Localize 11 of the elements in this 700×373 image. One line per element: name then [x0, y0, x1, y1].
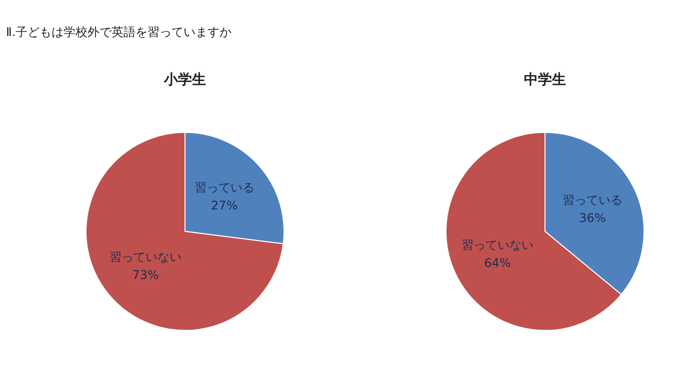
data-label: 73% — [132, 268, 159, 282]
text: Ⅱ.子どもは学校外で英語を習っていますか — [6, 24, 232, 41]
data-label: 27% — [211, 198, 238, 213]
data-label: 64% — [484, 256, 511, 270]
chart-title: 小学生 — [163, 72, 206, 88]
slice-label: 習っていない — [110, 250, 182, 264]
slice-label: 習っている — [194, 180, 254, 195]
data-label: 36% — [579, 211, 606, 226]
slice-label: 習っていない — [461, 238, 534, 252]
slice-label: 習っている — [562, 193, 623, 208]
chart-title: 中学生 — [524, 72, 566, 88]
